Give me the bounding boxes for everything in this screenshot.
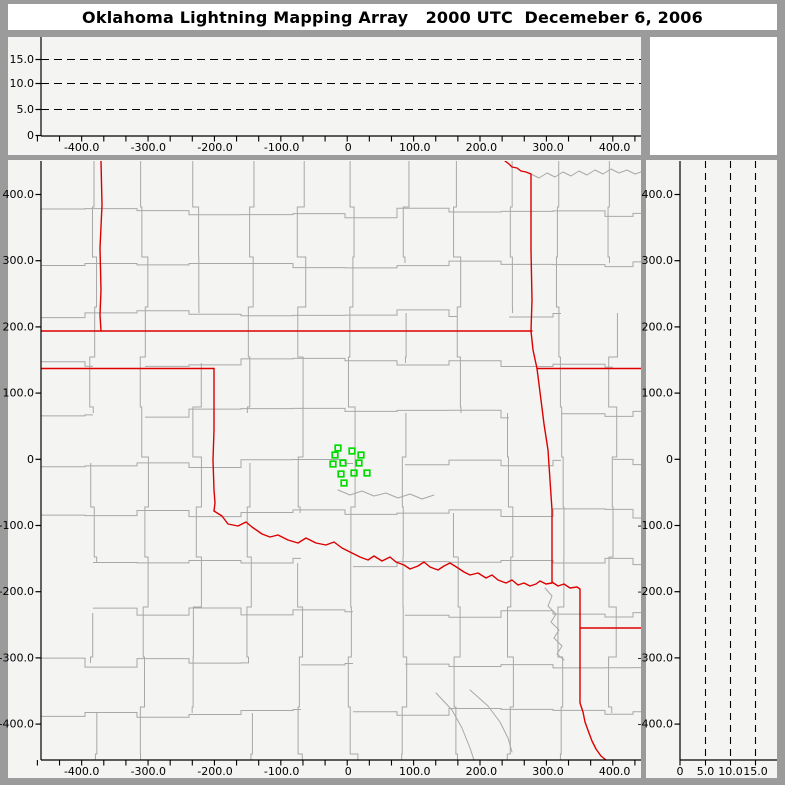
lma-station-square bbox=[331, 451, 339, 459]
top-altitude-panel-bg bbox=[8, 37, 641, 155]
lma-station-square bbox=[350, 469, 358, 477]
svg-text:-400.0: -400.0 bbox=[64, 141, 99, 154]
svg-text:0: 0 bbox=[27, 453, 34, 466]
svg-text:400.0: 400.0 bbox=[3, 188, 35, 201]
svg-text:-100.0: -100.0 bbox=[638, 519, 673, 532]
lma-station-square bbox=[355, 459, 363, 467]
histogram-panel-bg bbox=[650, 37, 777, 155]
svg-text:15.0: 15.0 bbox=[10, 53, 35, 66]
svg-text:-400.0: -400.0 bbox=[0, 718, 34, 731]
lma-station-square bbox=[340, 479, 348, 487]
svg-text:-300.0: -300.0 bbox=[638, 651, 673, 664]
svg-text:400.0: 400.0 bbox=[599, 141, 631, 154]
lma-station-square bbox=[334, 444, 342, 452]
lma-station-square bbox=[339, 459, 347, 467]
map-axes: 400.0 300.0 200.0 100.0 0 -100.0 -200.0 -300.0 -… bbox=[0, 161, 641, 778]
svg-text:-200.0: -200.0 bbox=[638, 585, 673, 598]
lma-station-markers bbox=[329, 444, 371, 487]
map-panel bbox=[41, 161, 641, 760]
title-bar: Oklahoma Lightning Mapping Array 2000 UT… bbox=[8, 4, 777, 30]
svg-text:-300.0: -300.0 bbox=[0, 651, 34, 664]
svg-text:10.0: 10.0 bbox=[718, 765, 743, 778]
svg-text:-300.0: -300.0 bbox=[131, 141, 166, 154]
map-panel-bg bbox=[8, 160, 641, 778]
svg-text:300.0: 300.0 bbox=[532, 141, 564, 154]
svg-text:-300.0: -300.0 bbox=[131, 765, 166, 778]
svg-text:15.0: 15.0 bbox=[743, 765, 768, 778]
svg-text:-400.0: -400.0 bbox=[64, 765, 99, 778]
svg-text:200.0: 200.0 bbox=[642, 320, 674, 333]
lma-station-square bbox=[329, 460, 337, 468]
svg-text:400.0: 400.0 bbox=[599, 765, 631, 778]
right-altitude-panel-bg bbox=[646, 160, 777, 778]
right-altitude-panel: 400.0 300.0 200.0 100.0 0 -100.0 -200.0 -300.0 -… bbox=[638, 161, 777, 778]
svg-text:-400.0: -400.0 bbox=[638, 718, 673, 731]
svg-text:200.0: 200.0 bbox=[466, 765, 498, 778]
lma-station-square bbox=[357, 451, 365, 459]
svg-text:-100.0: -100.0 bbox=[264, 765, 299, 778]
svg-text:5.0: 5.0 bbox=[17, 103, 35, 116]
svg-text:400.0: 400.0 bbox=[642, 188, 674, 201]
lma-station-square bbox=[348, 447, 356, 455]
svg-text:-100.0: -100.0 bbox=[0, 519, 34, 532]
county-lines-layer bbox=[41, 161, 641, 760]
lma-station-square bbox=[363, 469, 371, 477]
svg-text:-100.0: -100.0 bbox=[264, 141, 299, 154]
svg-text:0: 0 bbox=[345, 765, 352, 778]
page-title: Oklahoma Lightning Mapping Array 2000 UT… bbox=[82, 7, 703, 27]
svg-text:100.0: 100.0 bbox=[399, 141, 431, 154]
svg-text:0: 0 bbox=[345, 141, 352, 154]
svg-text:10.0: 10.0 bbox=[10, 77, 35, 90]
svg-text:300.0: 300.0 bbox=[3, 254, 35, 267]
lma-station-square bbox=[337, 470, 345, 478]
svg-text:-200.0: -200.0 bbox=[0, 585, 34, 598]
top-altitude-panel: 15.0 10.0 5.0 0 -400.0 -300.0 -200.0 -100.0 0 100… bbox=[10, 37, 641, 154]
svg-text:300.0: 300.0 bbox=[532, 765, 564, 778]
svg-text:300.0: 300.0 bbox=[642, 254, 674, 267]
svg-text:-200.0: -200.0 bbox=[197, 141, 232, 154]
river-lines-layer bbox=[337, 168, 641, 760]
svg-text:200.0: 200.0 bbox=[466, 141, 498, 154]
svg-text:100.0: 100.0 bbox=[3, 387, 35, 400]
svg-text:100.0: 100.0 bbox=[642, 387, 674, 400]
svg-text:5.0: 5.0 bbox=[697, 765, 715, 778]
state-boundary-lines bbox=[41, 161, 641, 760]
svg-text:0: 0 bbox=[27, 129, 34, 142]
svg-text:-200.0: -200.0 bbox=[197, 765, 232, 778]
svg-text:0: 0 bbox=[666, 453, 673, 466]
svg-text:100.0: 100.0 bbox=[399, 765, 431, 778]
svg-text:0: 0 bbox=[677, 765, 684, 778]
svg-text:200.0: 200.0 bbox=[3, 320, 35, 333]
